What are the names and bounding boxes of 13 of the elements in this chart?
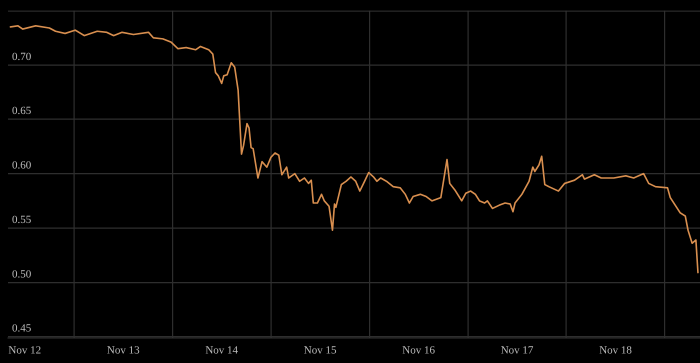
x-tick-label: Nov 15 (304, 344, 337, 356)
x-tick-label: Nov 13 (106, 344, 140, 356)
x-tick-label: Nov 14 (205, 344, 239, 356)
y-tick-label: 0.70 (12, 50, 32, 63)
x-tick-label: Nov 12 (8, 344, 42, 356)
y-tick-label: 0.50 (12, 268, 32, 280)
y-tick-label: 0.45 (12, 322, 32, 335)
x-tick-label: Nov 16 (402, 344, 436, 356)
x-tick-label: Nov 18 (599, 344, 632, 356)
y-tick-label: 0.55 (12, 214, 32, 226)
x-tick-label: Nov 17 (500, 344, 534, 356)
y-tick-label: 0.60 (12, 160, 32, 172)
y-tick-label: 0.65 (12, 105, 32, 118)
